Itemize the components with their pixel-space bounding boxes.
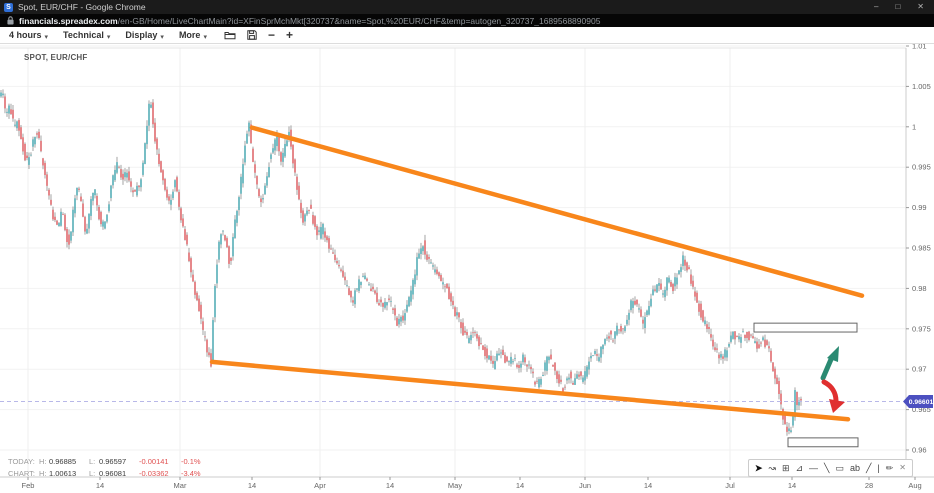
svg-text:Feb: Feb — [22, 481, 35, 490]
trendlines — [209, 125, 865, 422]
chart-change: -0.03362 — [139, 469, 169, 478]
chart-region: 1.01 1.005 1 0.995 0.99 0.985 0.98 0.975 0.97 0.9… — [0, 44, 934, 493]
pointer-icon[interactable]: ➤ — [754, 463, 763, 473]
bearish-scenario-arrow[interactable] — [821, 379, 845, 413]
chart-low: 0.96081 — [99, 469, 127, 478]
status-row-chart: CHART: H: 1.00613 L: 0.96081 -0.03362 -3.4% — [8, 467, 223, 479]
chevron-down-icon — [45, 26, 49, 44]
svg-text:0.995: 0.995 — [912, 163, 931, 172]
today-change-pct: -0.1% — [181, 457, 201, 466]
status-label: CHART: — [8, 469, 35, 478]
svg-text:0.975: 0.975 — [912, 324, 931, 333]
display-menu[interactable]: Display — [125, 26, 164, 44]
floppy-disk-icon — [247, 30, 257, 40]
last-price-tag: 0.96601 — [903, 394, 934, 408]
candlestick-series — [0, 89, 802, 436]
svg-text:1.005: 1.005 — [912, 82, 931, 91]
text-label-icon[interactable]: ab — [849, 463, 860, 473]
scenario-arrows — [820, 346, 845, 413]
svg-text:1.01: 1.01 — [912, 44, 927, 51]
today-high: 0.96885 — [49, 457, 77, 466]
svg-text:0.96601: 0.96601 — [909, 399, 934, 406]
today-low: 0.96597 — [99, 457, 127, 466]
y-axis: 1.01 1.005 1 0.995 0.99 0.985 0.98 0.975 0.97 0.9… — [906, 44, 931, 455]
trend-line-icon[interactable]: ╲ — [824, 463, 830, 473]
svg-text:Mar: Mar — [174, 481, 187, 490]
diagonal-line-icon[interactable]: ╱ — [865, 463, 872, 473]
url-domain: financials.spreadex.com — [19, 15, 118, 26]
upper-wedge-line[interactable] — [249, 125, 865, 298]
price-chart[interactable]: 1.01 1.005 1 0.995 0.99 0.985 0.98 0.975 0.97 0.9… — [0, 44, 934, 493]
svg-text:0.97: 0.97 — [912, 365, 927, 374]
horizontal-line-icon[interactable]: — — [809, 463, 819, 473]
svg-text:14: 14 — [96, 481, 104, 490]
vertical-line-icon[interactable]: | — [877, 463, 880, 473]
bullish-scenario-arrow[interactable] — [820, 346, 839, 381]
symbol-label: SPOT, EUR/CHF — [24, 53, 88, 62]
app-icon: S — [4, 2, 13, 12]
chart-toolbar: 4 hours Technical Display More — [0, 27, 934, 44]
pen-icon[interactable]: ✏ — [885, 463, 894, 473]
status-panel: TODAY: H: 0.96885 L: 0.96597 -0.00141 -0.1% CH… — [8, 455, 223, 479]
draw-toolbar: ➤ ↝ ⊞ ⊿ — ╲ ▭ ab ╱ | ✏ ✕ — [747, 459, 913, 477]
close-button[interactable]: ✕ — [917, 2, 924, 11]
maximize-button[interactable]: □ — [895, 2, 901, 11]
timeframe-menu[interactable]: 4 hours — [9, 26, 48, 44]
window-titlebar: S Spot, EUR/CHF - Google Chrome – □ ✕ — [0, 0, 934, 14]
annotation-boxes — [753, 322, 859, 448]
window-controls: – □ ✕ — [874, 1, 924, 13]
rectangle-icon[interactable]: ▭ — [835, 463, 844, 473]
svg-text:14: 14 — [644, 481, 652, 490]
svg-text:May: May — [448, 481, 462, 490]
svg-text:Jun: Jun — [579, 481, 591, 490]
chart-frame — [0, 47, 934, 478]
status-row-today: TODAY: H: 0.96885 L: 0.96597 -0.00141 -0.1% — [8, 455, 223, 467]
svg-text:0.99: 0.99 — [912, 203, 927, 212]
open-folder-button[interactable] — [224, 30, 236, 40]
chevron-down-icon — [203, 26, 207, 44]
svg-text:Aug: Aug — [908, 481, 921, 490]
svg-text:0.96: 0.96 — [912, 446, 927, 455]
url-bar[interactable]: financials.spreadex.com/en-GB/Home/LiveC… — [0, 14, 934, 27]
chart-change-pct: -3.4% — [181, 469, 201, 478]
lower-wedge-line[interactable] — [209, 359, 851, 422]
svg-text:14: 14 — [788, 481, 796, 490]
x-axis: Feb 14 Mar 14 Apr 14 May 14 Jun 14 Jul 14 28 Aug — [22, 477, 922, 490]
svg-text:0.965: 0.965 — [912, 405, 931, 414]
more-menu[interactable]: More — [179, 26, 207, 44]
freehand-line-icon[interactable]: ↝ — [768, 463, 776, 473]
svg-text:Jul: Jul — [725, 481, 735, 490]
support-zone[interactable] — [787, 437, 859, 448]
svg-text:28: 28 — [865, 481, 873, 490]
chevron-down-icon — [107, 26, 111, 44]
window-title: Spot, EUR/CHF - Google Chrome — [18, 2, 146, 12]
save-button[interactable] — [247, 30, 257, 40]
svg-text:14: 14 — [248, 481, 256, 490]
chevron-down-icon — [160, 26, 164, 44]
svg-text:14: 14 — [386, 481, 394, 490]
resistance-zone[interactable] — [753, 322, 858, 333]
svg-text:1: 1 — [912, 122, 916, 131]
grid-icon[interactable]: ⊞ — [781, 463, 790, 473]
delete-drawing-icon[interactable]: ✕ — [899, 463, 906, 472]
channel-icon[interactable]: ⊿ — [795, 463, 804, 473]
svg-text:14: 14 — [516, 481, 524, 490]
status-label: TODAY: — [8, 457, 35, 466]
svg-text:0.985: 0.985 — [912, 244, 931, 253]
technical-menu[interactable]: Technical — [63, 26, 110, 44]
url-path: /en-GB/Home/LiveChartMain?id=XFinSprMchM… — [117, 15, 601, 26]
svg-text:Apr: Apr — [314, 481, 326, 490]
padlock-icon — [7, 16, 14, 25]
zoom-out-button[interactable]: − — [267, 28, 275, 42]
folder-icon — [224, 32, 236, 40]
minimize-button[interactable]: – — [874, 2, 879, 11]
zoom-in-button[interactable]: + — [285, 28, 293, 42]
today-change: -0.00141 — [139, 457, 169, 466]
chart-high: 1.00613 — [49, 469, 77, 478]
svg-text:0.98: 0.98 — [912, 284, 927, 293]
